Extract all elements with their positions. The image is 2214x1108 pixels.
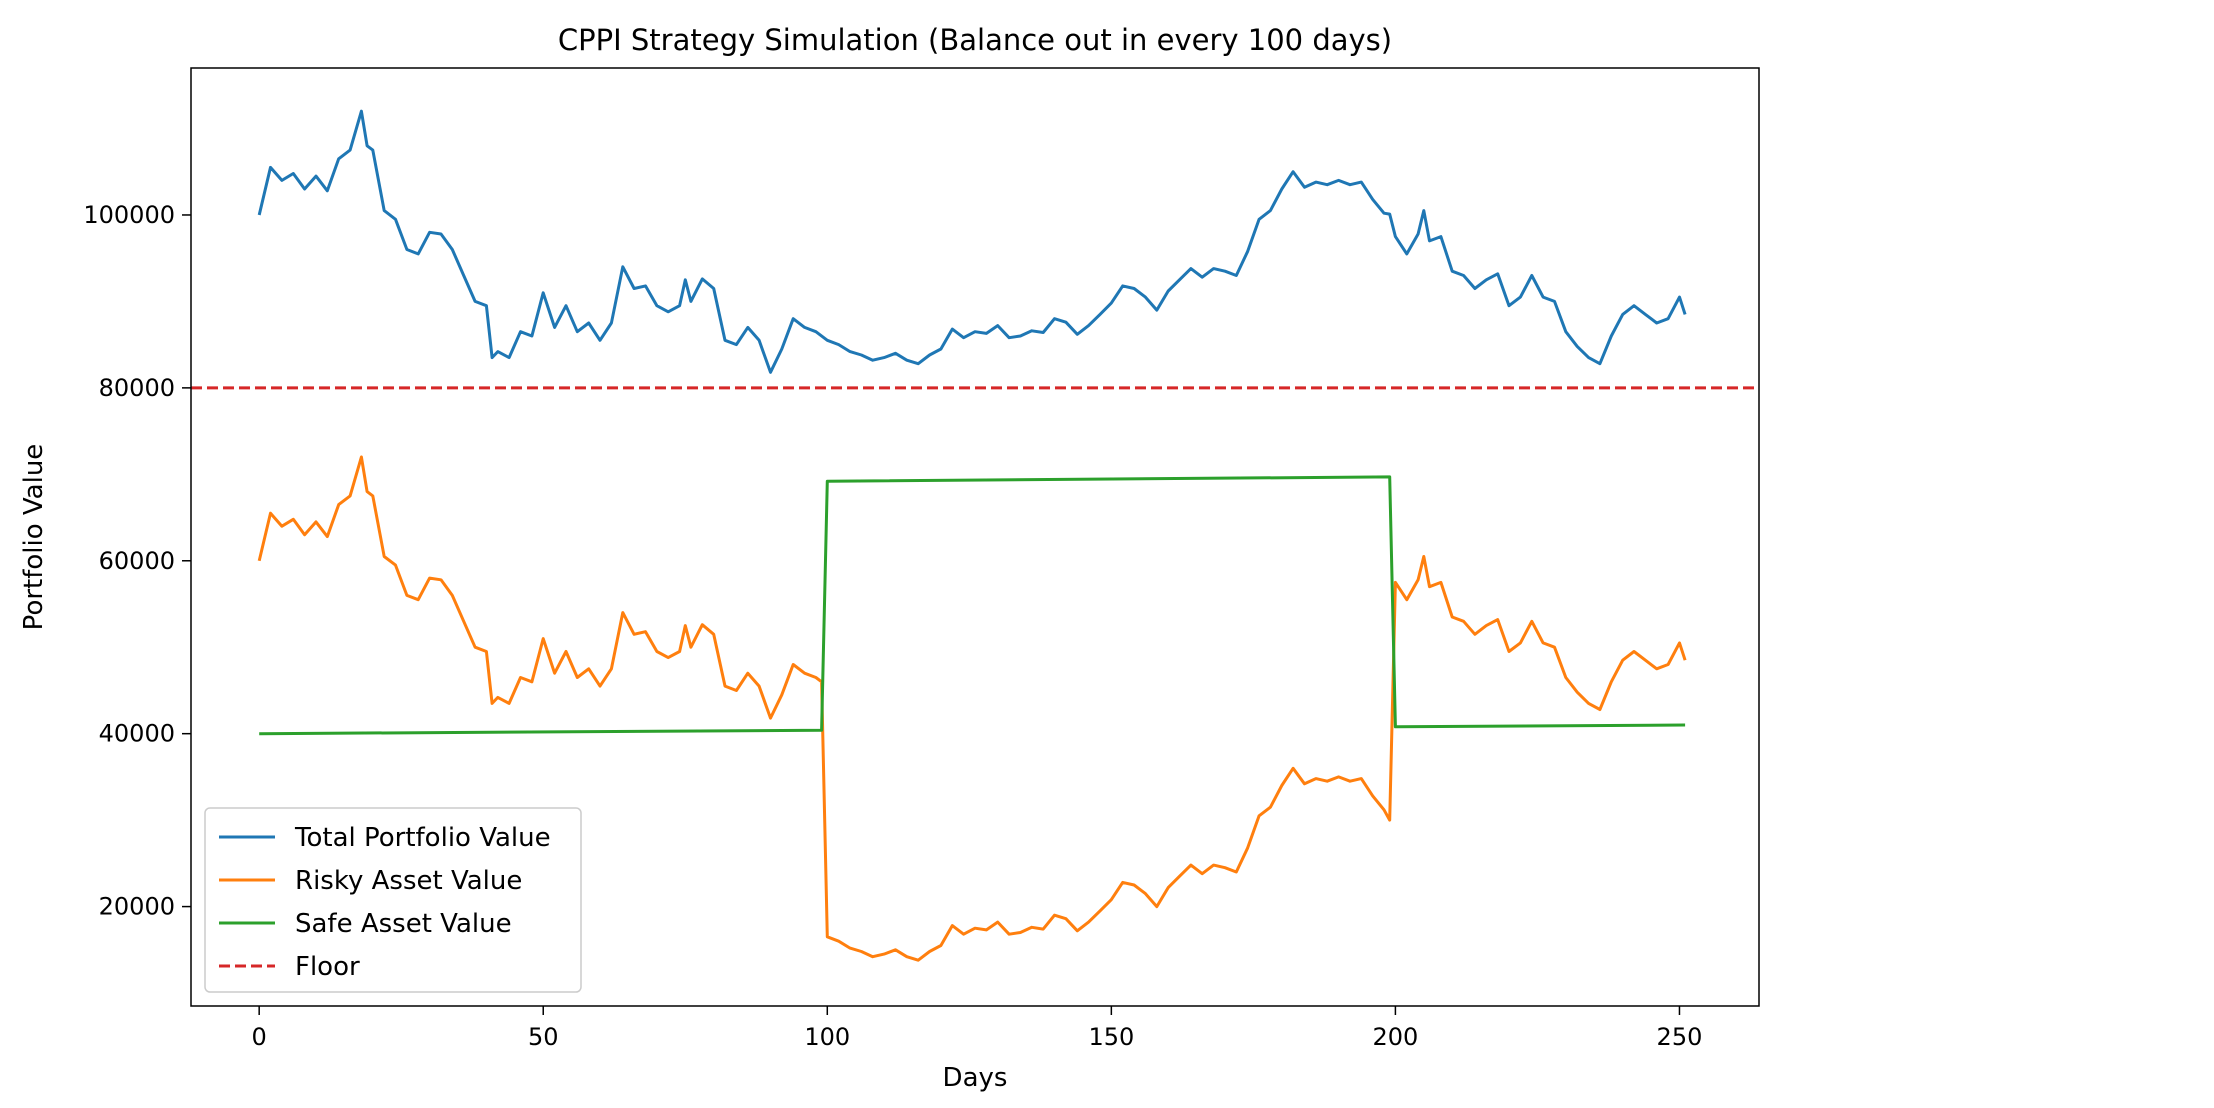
y-axis: 20000 40000 60000 80000 100000: [83, 201, 191, 921]
legend-label-floor: Floor: [295, 952, 360, 982]
legend-box: [204, 807, 582, 993]
x-tick-label: 150: [1088, 1023, 1134, 1051]
y-tick-label: 80000: [99, 374, 175, 402]
plot-series: [191, 109, 1759, 962]
plot-frame: [190, 67, 1760, 1007]
series-line-safe-asset-value: [259, 475, 1686, 736]
series-line-risky-asset-value: [257, 455, 1687, 962]
legend-label-risky-asset-value: Risky Asset Value: [295, 866, 522, 896]
legend-label-total-portfolio-value: Total Portfolio Value: [294, 823, 551, 853]
x-tick-label: 100: [804, 1023, 850, 1051]
y-tick-label: 100000: [83, 201, 175, 229]
x-axis: 0 50 100 150 200 250: [252, 1006, 1703, 1051]
y-axis-label: Portfolio Value: [19, 444, 49, 631]
x-tick-label: 50: [528, 1023, 559, 1051]
series-line-total-portfolio-value: [257, 109, 1687, 374]
legend: Total Portfolio Value Risky Asset Value Sa…: [204, 807, 582, 993]
x-tick-label: 250: [1657, 1023, 1703, 1051]
y-tick-label: 20000: [99, 893, 175, 921]
x-axis-label: Days: [943, 1063, 1008, 1093]
x-tick-label: 200: [1372, 1023, 1418, 1051]
y-tick-label: 40000: [99, 720, 175, 748]
legend-label-safe-asset-value: Safe Asset Value: [295, 909, 512, 939]
x-tick-label: 0: [252, 1023, 267, 1051]
chart-title: CPPI Strategy Simulation (Balance out in…: [558, 23, 1392, 57]
y-tick-label: 60000: [99, 547, 175, 575]
